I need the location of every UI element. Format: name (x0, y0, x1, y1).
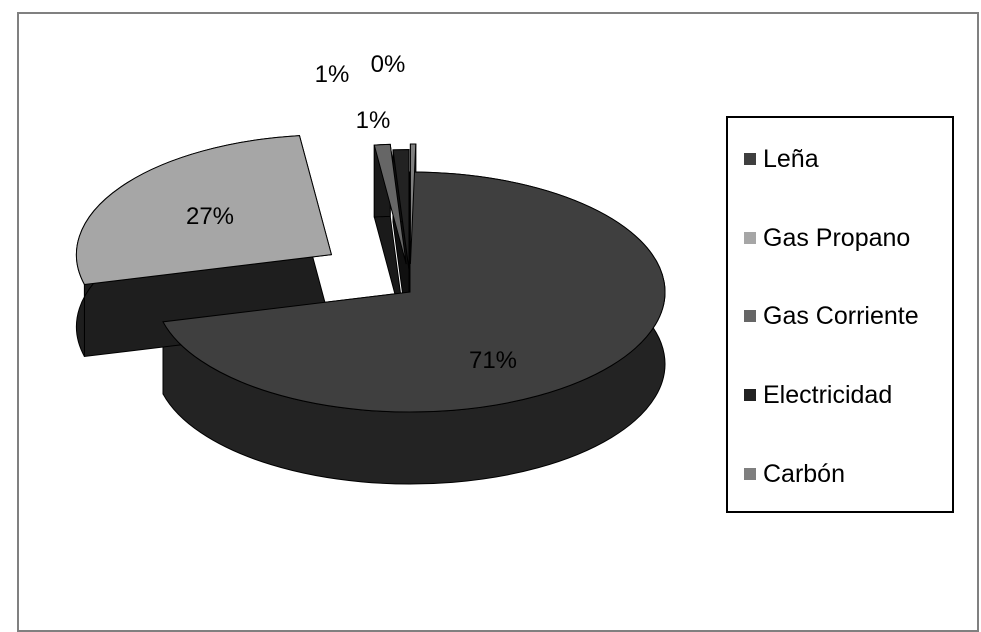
data-label-carbon: 0% (371, 51, 406, 78)
data-label-gas-corriente: 1% (315, 61, 350, 88)
legend-swatch-lena (744, 153, 756, 165)
slice-gas-propano (75, 135, 333, 286)
legend-item-gas-propano: Gas Propano (744, 222, 910, 254)
legend-swatch-carbon (744, 468, 756, 480)
legend-item-lena: Leña (744, 143, 819, 175)
slice-electricidad (392, 149, 410, 270)
data-label-electricidad: 1% (356, 107, 391, 134)
legend-item-gas-corriente: Gas Corriente (744, 300, 919, 332)
legend-label-gas-propano: Gas Propano (763, 223, 911, 252)
legend-item-electricidad: Electricidad (744, 379, 892, 411)
legend-swatch-electricidad (744, 389, 756, 401)
data-label-lena: 71% (469, 347, 517, 374)
slice-gas-corriente (373, 143, 407, 265)
pie-chart: 71% 27% 1%1% 0% (75, 51, 666, 485)
legend-label-electricidad: Electricidad (763, 380, 893, 409)
legend-label-carbon: Carbón (763, 459, 845, 488)
legend-item-carbon: Carbón (744, 458, 845, 490)
slice-lena (162, 171, 666, 413)
legend-swatch-gas-corriente (744, 310, 756, 322)
chart-area: 71% 27% 1% 1% 0% Leña Gas Propano Gas Corrie… (17, 12, 979, 632)
legend: Leña Gas Propano Gas Corriente Electrici… (726, 116, 954, 513)
legend-label-gas-corriente: Gas Corriente (763, 301, 919, 330)
legend-label-lena: Leña (763, 144, 819, 173)
data-label-gas-propano: 27% (186, 203, 234, 230)
legend-swatch-gas-propano (744, 232, 756, 244)
slice-carbon (409, 143, 417, 265)
